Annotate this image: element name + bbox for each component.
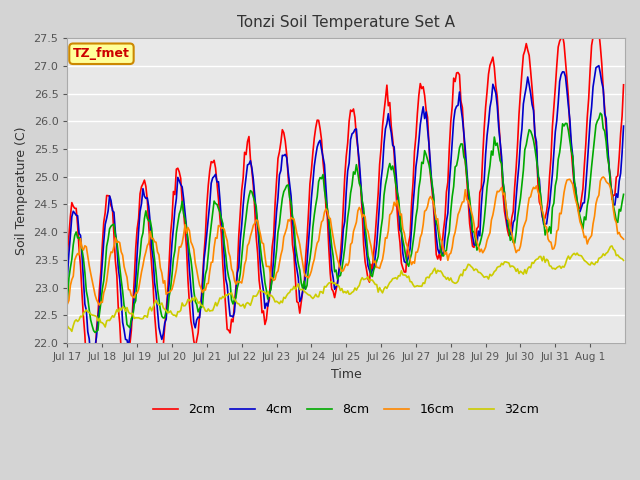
Line: 2cm: 2cm xyxy=(67,19,623,386)
8cm xyxy=(63,297,71,303)
8cm xyxy=(92,330,99,336)
Line: 8cm: 8cm xyxy=(67,113,623,333)
16cm xyxy=(83,244,90,250)
16cm xyxy=(461,187,469,192)
Line: 32cm: 32cm xyxy=(67,246,623,331)
32cm xyxy=(608,243,616,249)
4cm xyxy=(544,210,552,216)
Title: Tonzi Soil Temperature Set A: Tonzi Soil Temperature Set A xyxy=(237,15,455,30)
Text: TZ_fmet: TZ_fmet xyxy=(73,47,130,60)
2cm xyxy=(461,159,469,165)
4cm xyxy=(351,127,359,132)
2cm xyxy=(63,250,71,255)
2cm xyxy=(101,210,109,216)
8cm xyxy=(620,192,627,197)
2cm xyxy=(544,198,552,204)
4cm xyxy=(101,222,109,228)
8cm xyxy=(544,229,552,235)
16cm xyxy=(63,301,71,307)
8cm xyxy=(596,110,604,116)
4cm xyxy=(63,273,71,278)
16cm xyxy=(101,286,109,291)
4cm xyxy=(618,150,626,156)
32cm xyxy=(351,285,359,291)
X-axis label: Time: Time xyxy=(331,368,362,381)
16cm xyxy=(620,236,627,242)
16cm xyxy=(544,236,552,242)
32cm xyxy=(618,256,626,262)
32cm xyxy=(620,257,627,263)
16cm xyxy=(600,174,607,180)
Line: 16cm: 16cm xyxy=(67,177,623,305)
4cm xyxy=(461,146,469,152)
2cm xyxy=(351,115,359,120)
Legend: 2cm, 4cm, 8cm, 16cm, 32cm: 2cm, 4cm, 8cm, 16cm, 32cm xyxy=(148,398,544,421)
32cm xyxy=(84,309,92,315)
2cm xyxy=(83,361,90,367)
2cm xyxy=(620,82,627,88)
4cm xyxy=(83,307,90,313)
2cm xyxy=(618,113,626,119)
32cm xyxy=(544,258,552,264)
16cm xyxy=(618,235,626,240)
8cm xyxy=(461,157,469,163)
16cm xyxy=(351,224,359,229)
Line: 4cm: 4cm xyxy=(67,66,623,358)
2cm xyxy=(87,384,95,389)
32cm xyxy=(63,323,71,329)
4cm xyxy=(87,355,95,361)
32cm xyxy=(68,328,76,334)
4cm xyxy=(595,63,603,69)
8cm xyxy=(618,199,626,205)
32cm xyxy=(461,267,469,273)
8cm xyxy=(351,171,359,177)
4cm xyxy=(620,123,627,129)
2cm xyxy=(592,16,600,22)
Y-axis label: Soil Temperature (C): Soil Temperature (C) xyxy=(15,126,28,255)
16cm xyxy=(95,302,103,308)
32cm xyxy=(101,324,109,330)
8cm xyxy=(83,288,90,294)
8cm xyxy=(101,263,109,269)
